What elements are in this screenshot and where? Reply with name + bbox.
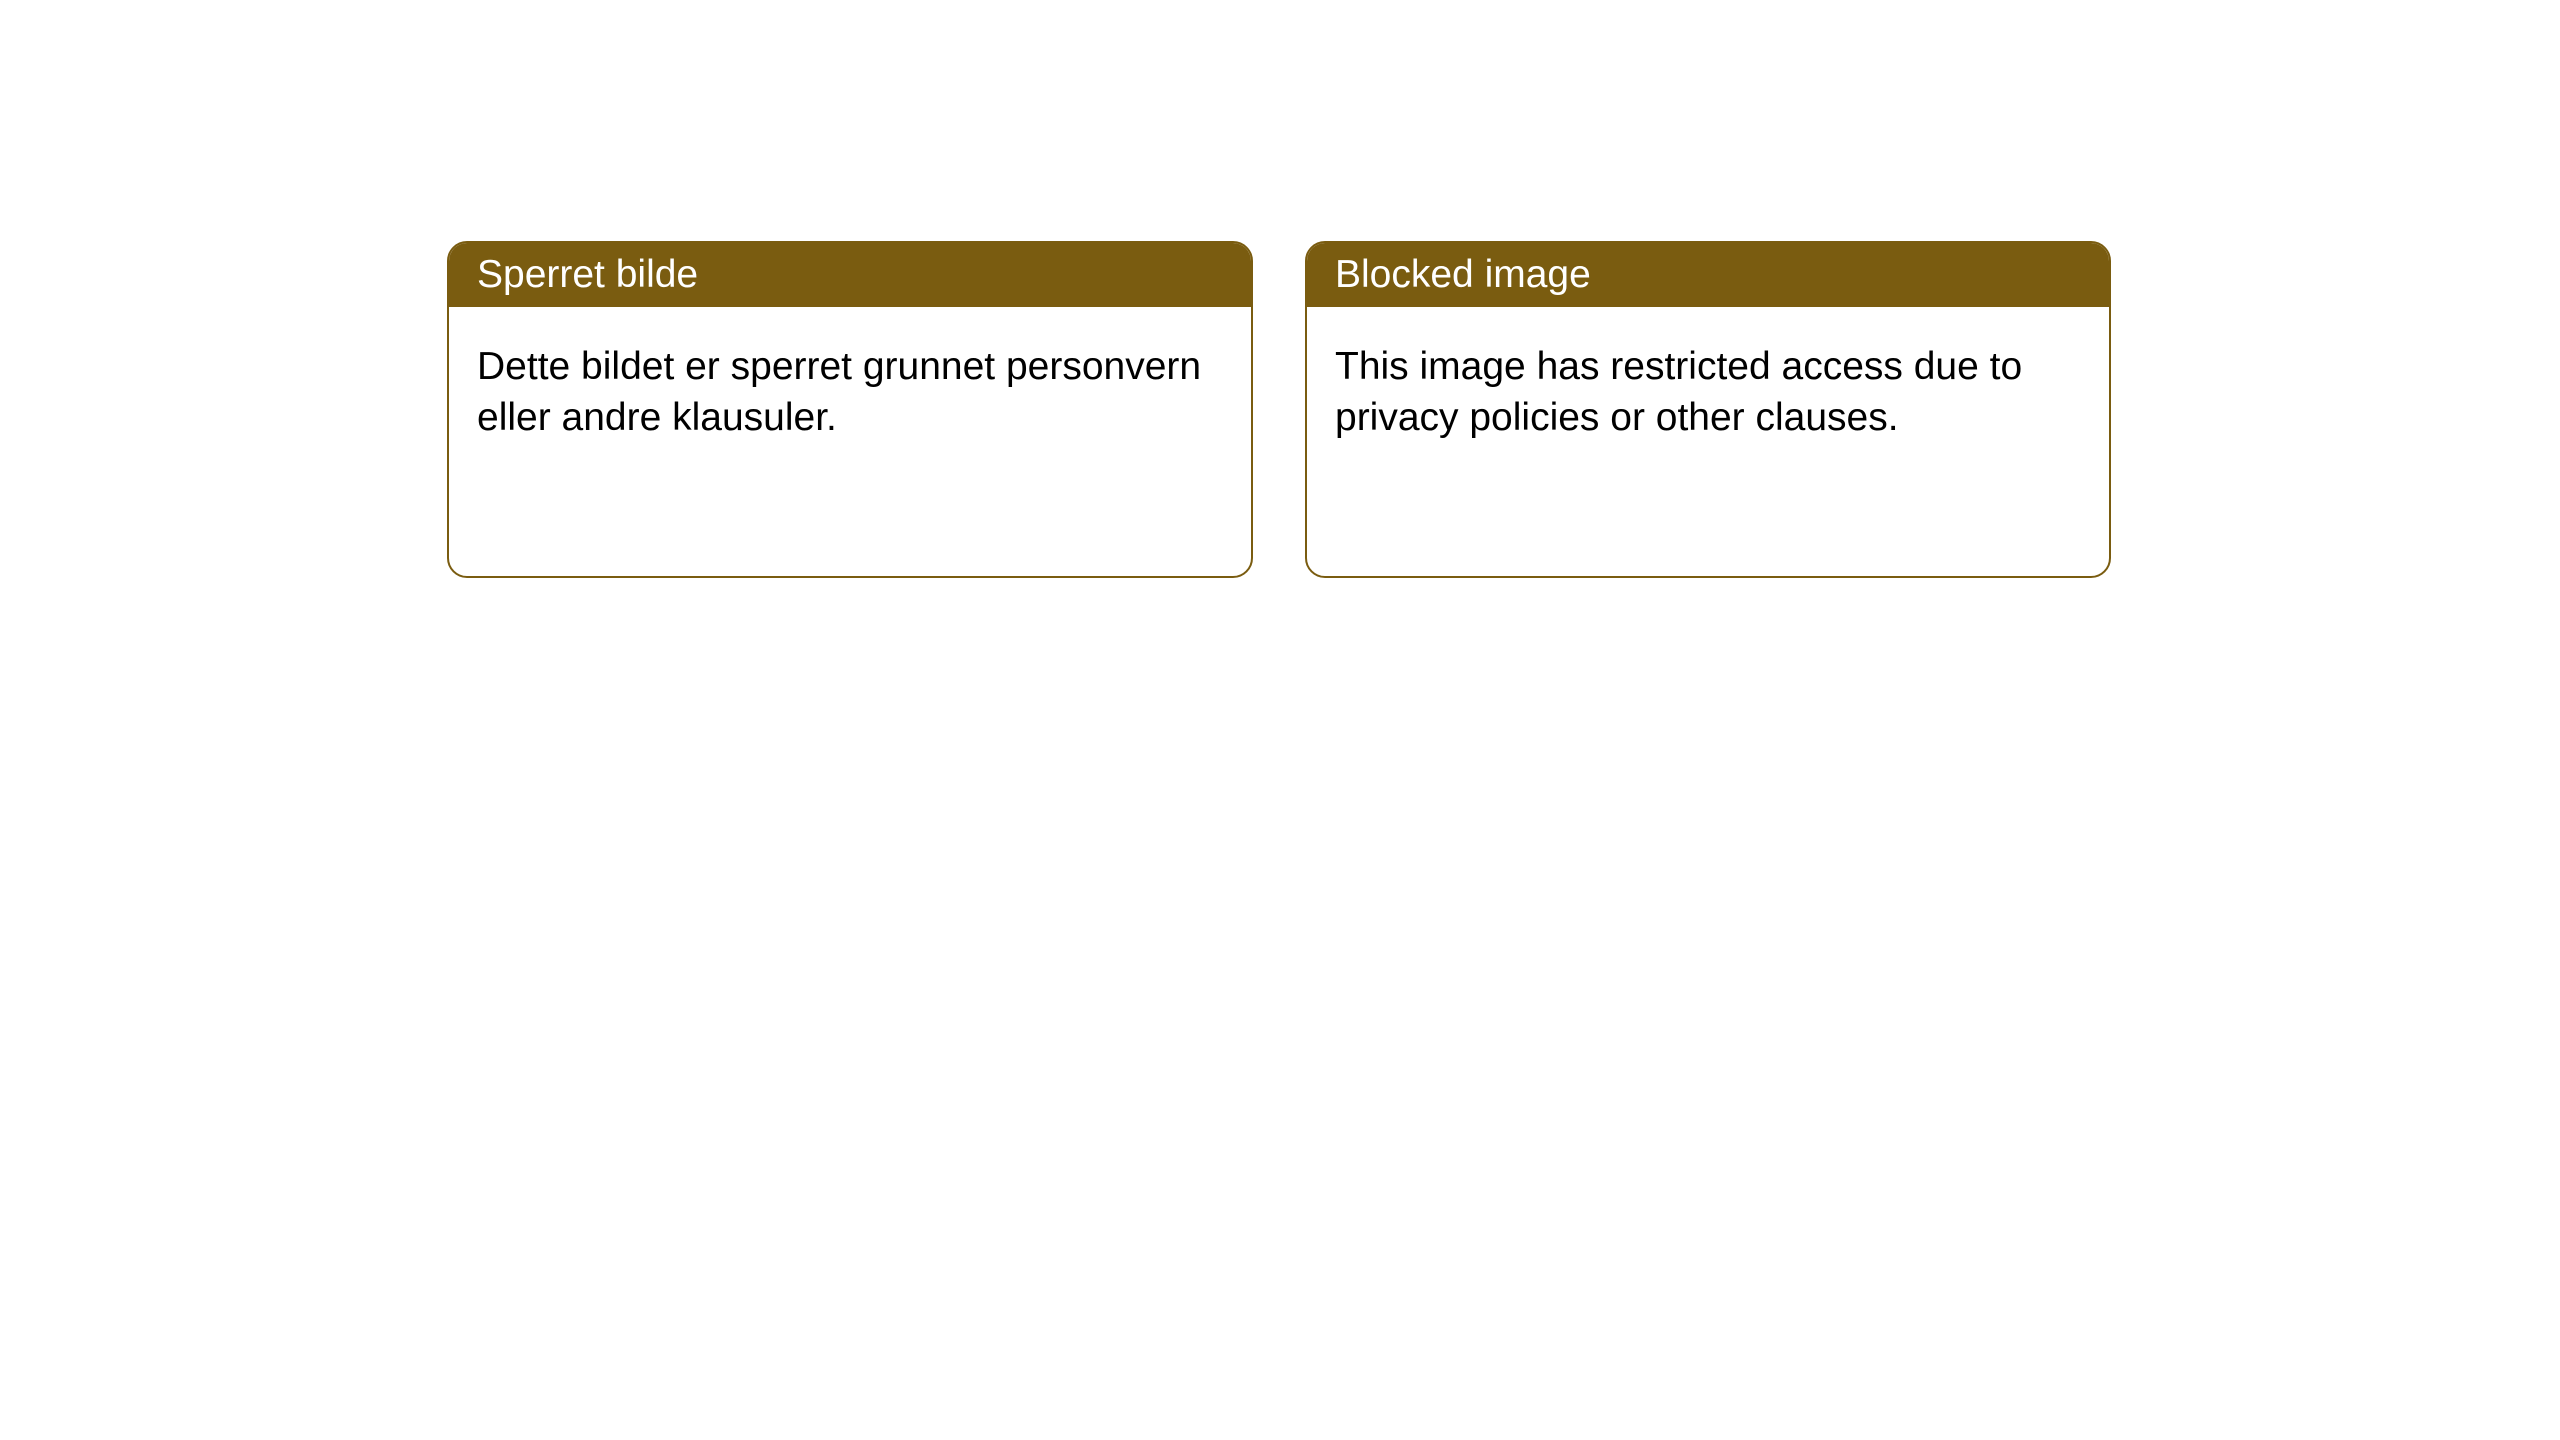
notice-card-body: Dette bildet er sperret grunnet personve… <box>449 307 1251 478</box>
notice-card-title: Sperret bilde <box>477 253 698 296</box>
notice-card-english: Blocked image This image has restricted … <box>1305 241 2111 578</box>
notice-card-header: Sperret bilde <box>449 243 1251 307</box>
notice-container: Sperret bilde Dette bildet er sperret gr… <box>0 0 2560 578</box>
notice-card-message: Dette bildet er sperret grunnet personve… <box>477 345 1201 439</box>
notice-card-message: This image has restricted access due to … <box>1335 345 2022 439</box>
notice-card-title: Blocked image <box>1335 253 1591 296</box>
notice-card-header: Blocked image <box>1307 243 2109 307</box>
notice-card-body: This image has restricted access due to … <box>1307 307 2109 478</box>
notice-card-norwegian: Sperret bilde Dette bildet er sperret gr… <box>447 241 1253 578</box>
